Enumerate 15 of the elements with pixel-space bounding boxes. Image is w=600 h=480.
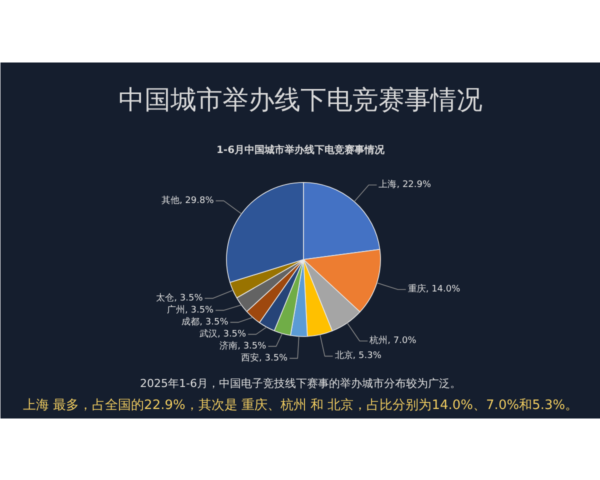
slice-label: 武汉, 3.5% [199, 328, 247, 340]
text: 上海 最多，占全国的22.9%，其次是 重庆、杭州 和 北京，占比分别为14.0%、7.0%和5.3%。 [22, 398, 578, 413]
slice-label: 西安, 3.5% [241, 352, 288, 364]
slice-label: 杭州, 7.0% [368, 335, 417, 346]
slice-label: 北京, 5.3% [334, 350, 382, 362]
slice-label: 上海, 22.9% [378, 179, 432, 190]
slice-label: 成都, 3.5% [182, 316, 229, 328]
slice-label: 太仓, 3.5% [156, 292, 204, 304]
text: 2025年1-6月，中国电子竞技线下赛事的举办城市分布较为广泛。 [140, 377, 461, 390]
slice-label: 重庆, 14.0% [408, 284, 461, 294]
slice-label: 济南, 3.5% [220, 340, 267, 352]
chart-subtitle: 1-6月中国城市举办线下电竞赛事情况 [216, 144, 386, 156]
chart-title: 中国城市举办线下电竞赛事情况 [118, 86, 482, 116]
slice-label: 其他, 29.8% [161, 194, 214, 206]
slice-label: 广州, 3.5% [167, 304, 214, 316]
